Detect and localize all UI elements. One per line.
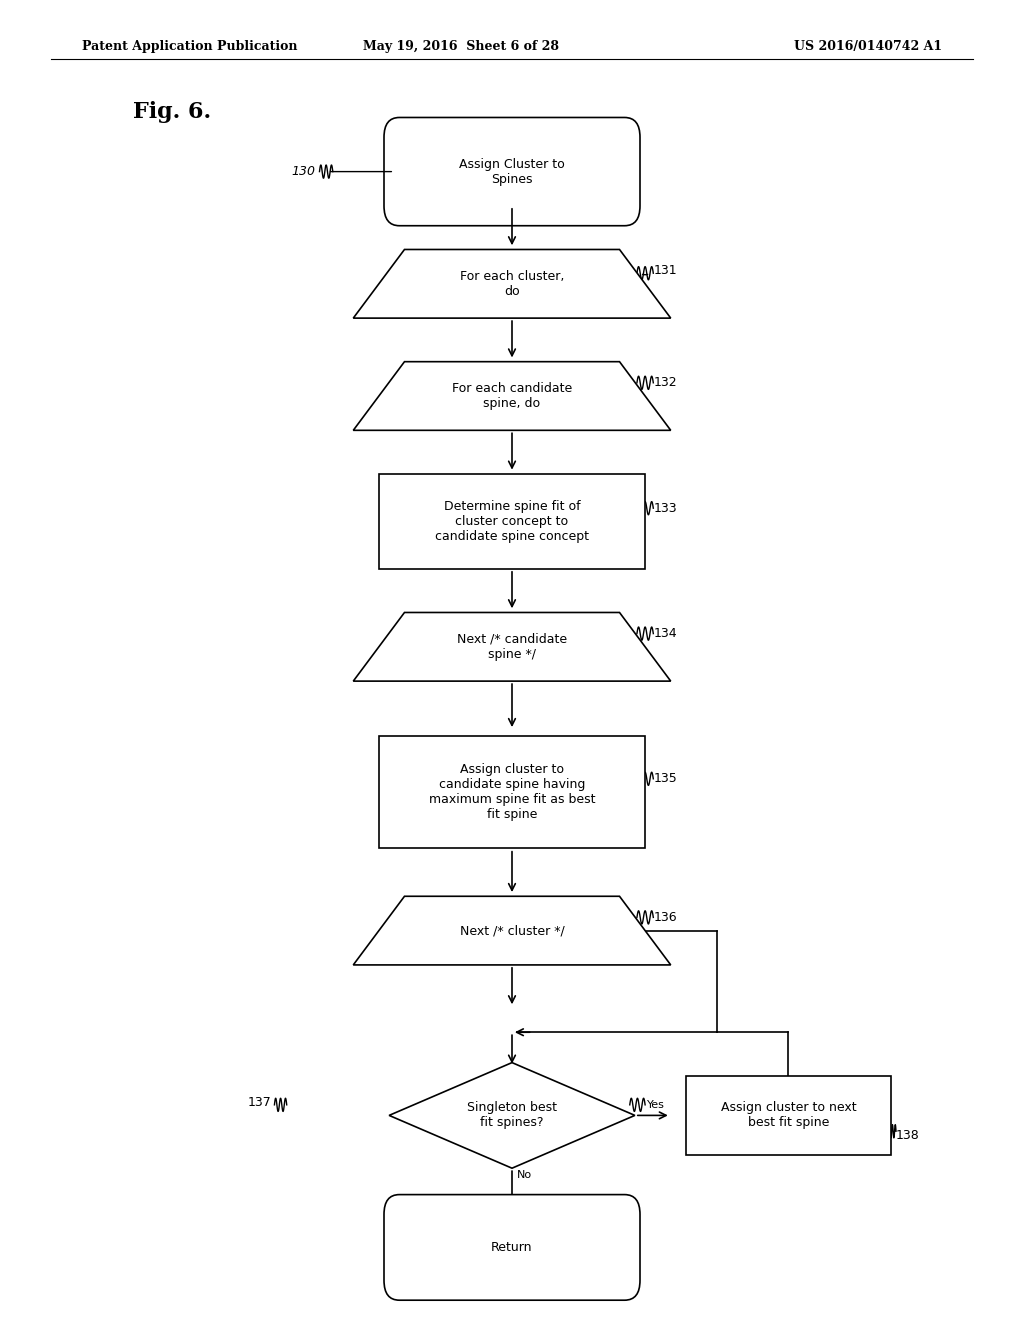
Polygon shape [353, 896, 671, 965]
Polygon shape [353, 249, 671, 318]
Text: No: No [517, 1170, 532, 1180]
FancyBboxPatch shape [379, 737, 645, 847]
Text: Yes: Yes [647, 1100, 665, 1110]
Text: 135: 135 [653, 772, 677, 785]
Text: Next /* candidate
spine */: Next /* candidate spine */ [457, 632, 567, 661]
Text: 132: 132 [653, 376, 677, 389]
Text: Fig. 6.: Fig. 6. [133, 102, 211, 123]
Text: Assign Cluster to
Spines: Assign Cluster to Spines [459, 157, 565, 186]
Text: 136: 136 [653, 911, 677, 924]
Text: Assign cluster to
candidate spine having
maximum spine fit as best
fit spine: Assign cluster to candidate spine having… [429, 763, 595, 821]
Text: For each cluster,
do: For each cluster, do [460, 269, 564, 298]
Text: 138: 138 [896, 1129, 920, 1142]
FancyBboxPatch shape [686, 1076, 891, 1155]
FancyBboxPatch shape [379, 474, 645, 569]
Text: May 19, 2016  Sheet 6 of 28: May 19, 2016 Sheet 6 of 28 [362, 40, 559, 53]
Text: For each candidate
spine, do: For each candidate spine, do [452, 381, 572, 411]
Text: 134: 134 [653, 627, 677, 640]
Text: Next /* cluster */: Next /* cluster */ [460, 924, 564, 937]
Text: Determine spine fit of
cluster concept to
candidate spine concept: Determine spine fit of cluster concept t… [435, 500, 589, 543]
Text: US 2016/0140742 A1: US 2016/0140742 A1 [794, 40, 942, 53]
Polygon shape [353, 612, 671, 681]
FancyBboxPatch shape [384, 1195, 640, 1300]
Text: Return: Return [492, 1241, 532, 1254]
Text: 131: 131 [653, 264, 677, 277]
Text: 130: 130 [292, 165, 315, 178]
Text: Patent Application Publication: Patent Application Publication [82, 40, 297, 53]
Polygon shape [389, 1063, 635, 1168]
Text: 133: 133 [653, 502, 677, 515]
Text: 137: 137 [248, 1096, 271, 1109]
Text: Assign cluster to next
best fit spine: Assign cluster to next best fit spine [721, 1101, 856, 1130]
Polygon shape [353, 362, 671, 430]
Text: Singleton best
fit spines?: Singleton best fit spines? [467, 1101, 557, 1130]
FancyBboxPatch shape [384, 117, 640, 226]
